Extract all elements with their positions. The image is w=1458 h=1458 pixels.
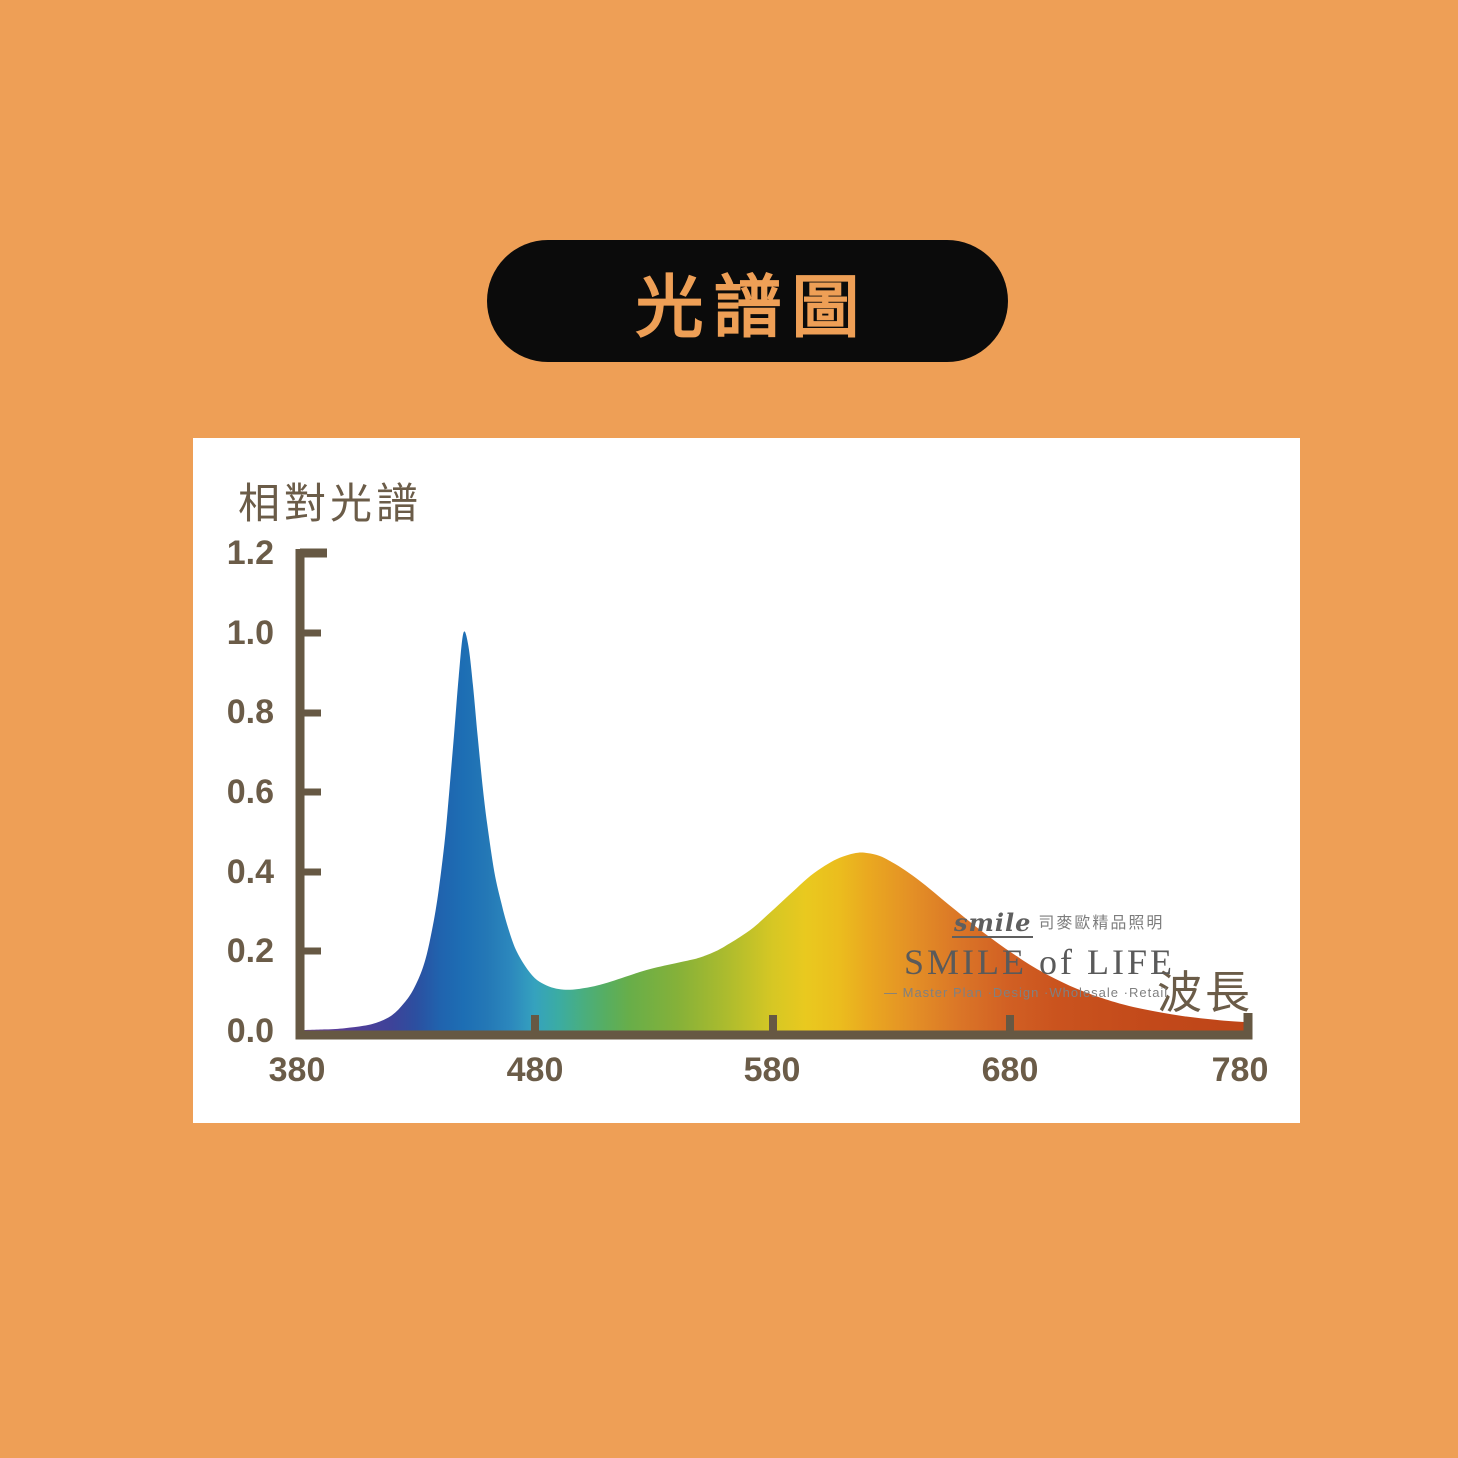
y-axis-title: 相對光譜 <box>238 480 423 527</box>
x-tick-label: 680 <box>981 1051 1039 1089</box>
axes <box>295 548 1253 1040</box>
spectrum-curve <box>297 631 1248 1038</box>
watermark-logo-row: smile 司麥歐精品照明 <box>952 907 1162 938</box>
y-tick-label: 0.4 <box>226 853 274 891</box>
x-tick-label: 480 <box>506 1051 564 1089</box>
watermark-cjk-text: 司麥歐精品照明 <box>1038 915 1165 932</box>
chart-panel <box>193 438 1300 1123</box>
spectrum-chart <box>295 548 1253 1040</box>
y-axis-ticks <box>300 629 321 955</box>
y-tick-label: 0.6 <box>226 773 274 811</box>
brand-watermark: smile 司麥歐精品照明 SMILE of LIFE — Master Pla… <box>882 907 1175 1000</box>
x-axis-ticks <box>531 1015 1014 1035</box>
y-tick-label: 0.8 <box>226 693 274 731</box>
x-axis-title: 波長 <box>1157 967 1254 1018</box>
watermark-tagline: — Master Plan ·Design ·Wholesale ·Retail <box>884 985 1169 1000</box>
smile-script-logo: smile <box>952 907 1034 938</box>
y-tick-label: 0.0 <box>226 1012 274 1050</box>
page-title: 光譜圖 <box>635 269 870 346</box>
y-tick-label: 0.2 <box>226 932 274 970</box>
y-tick-label: 1.2 <box>226 534 274 572</box>
x-tick-label: 380 <box>268 1051 326 1089</box>
y-tick-label: 1.0 <box>226 614 274 652</box>
watermark-wordmark: SMILE of LIFE <box>904 942 1175 982</box>
x-tick-label: 580 <box>743 1051 801 1089</box>
title-pill: 光譜圖 <box>487 240 1008 362</box>
x-tick-label: 780 <box>1211 1051 1269 1089</box>
